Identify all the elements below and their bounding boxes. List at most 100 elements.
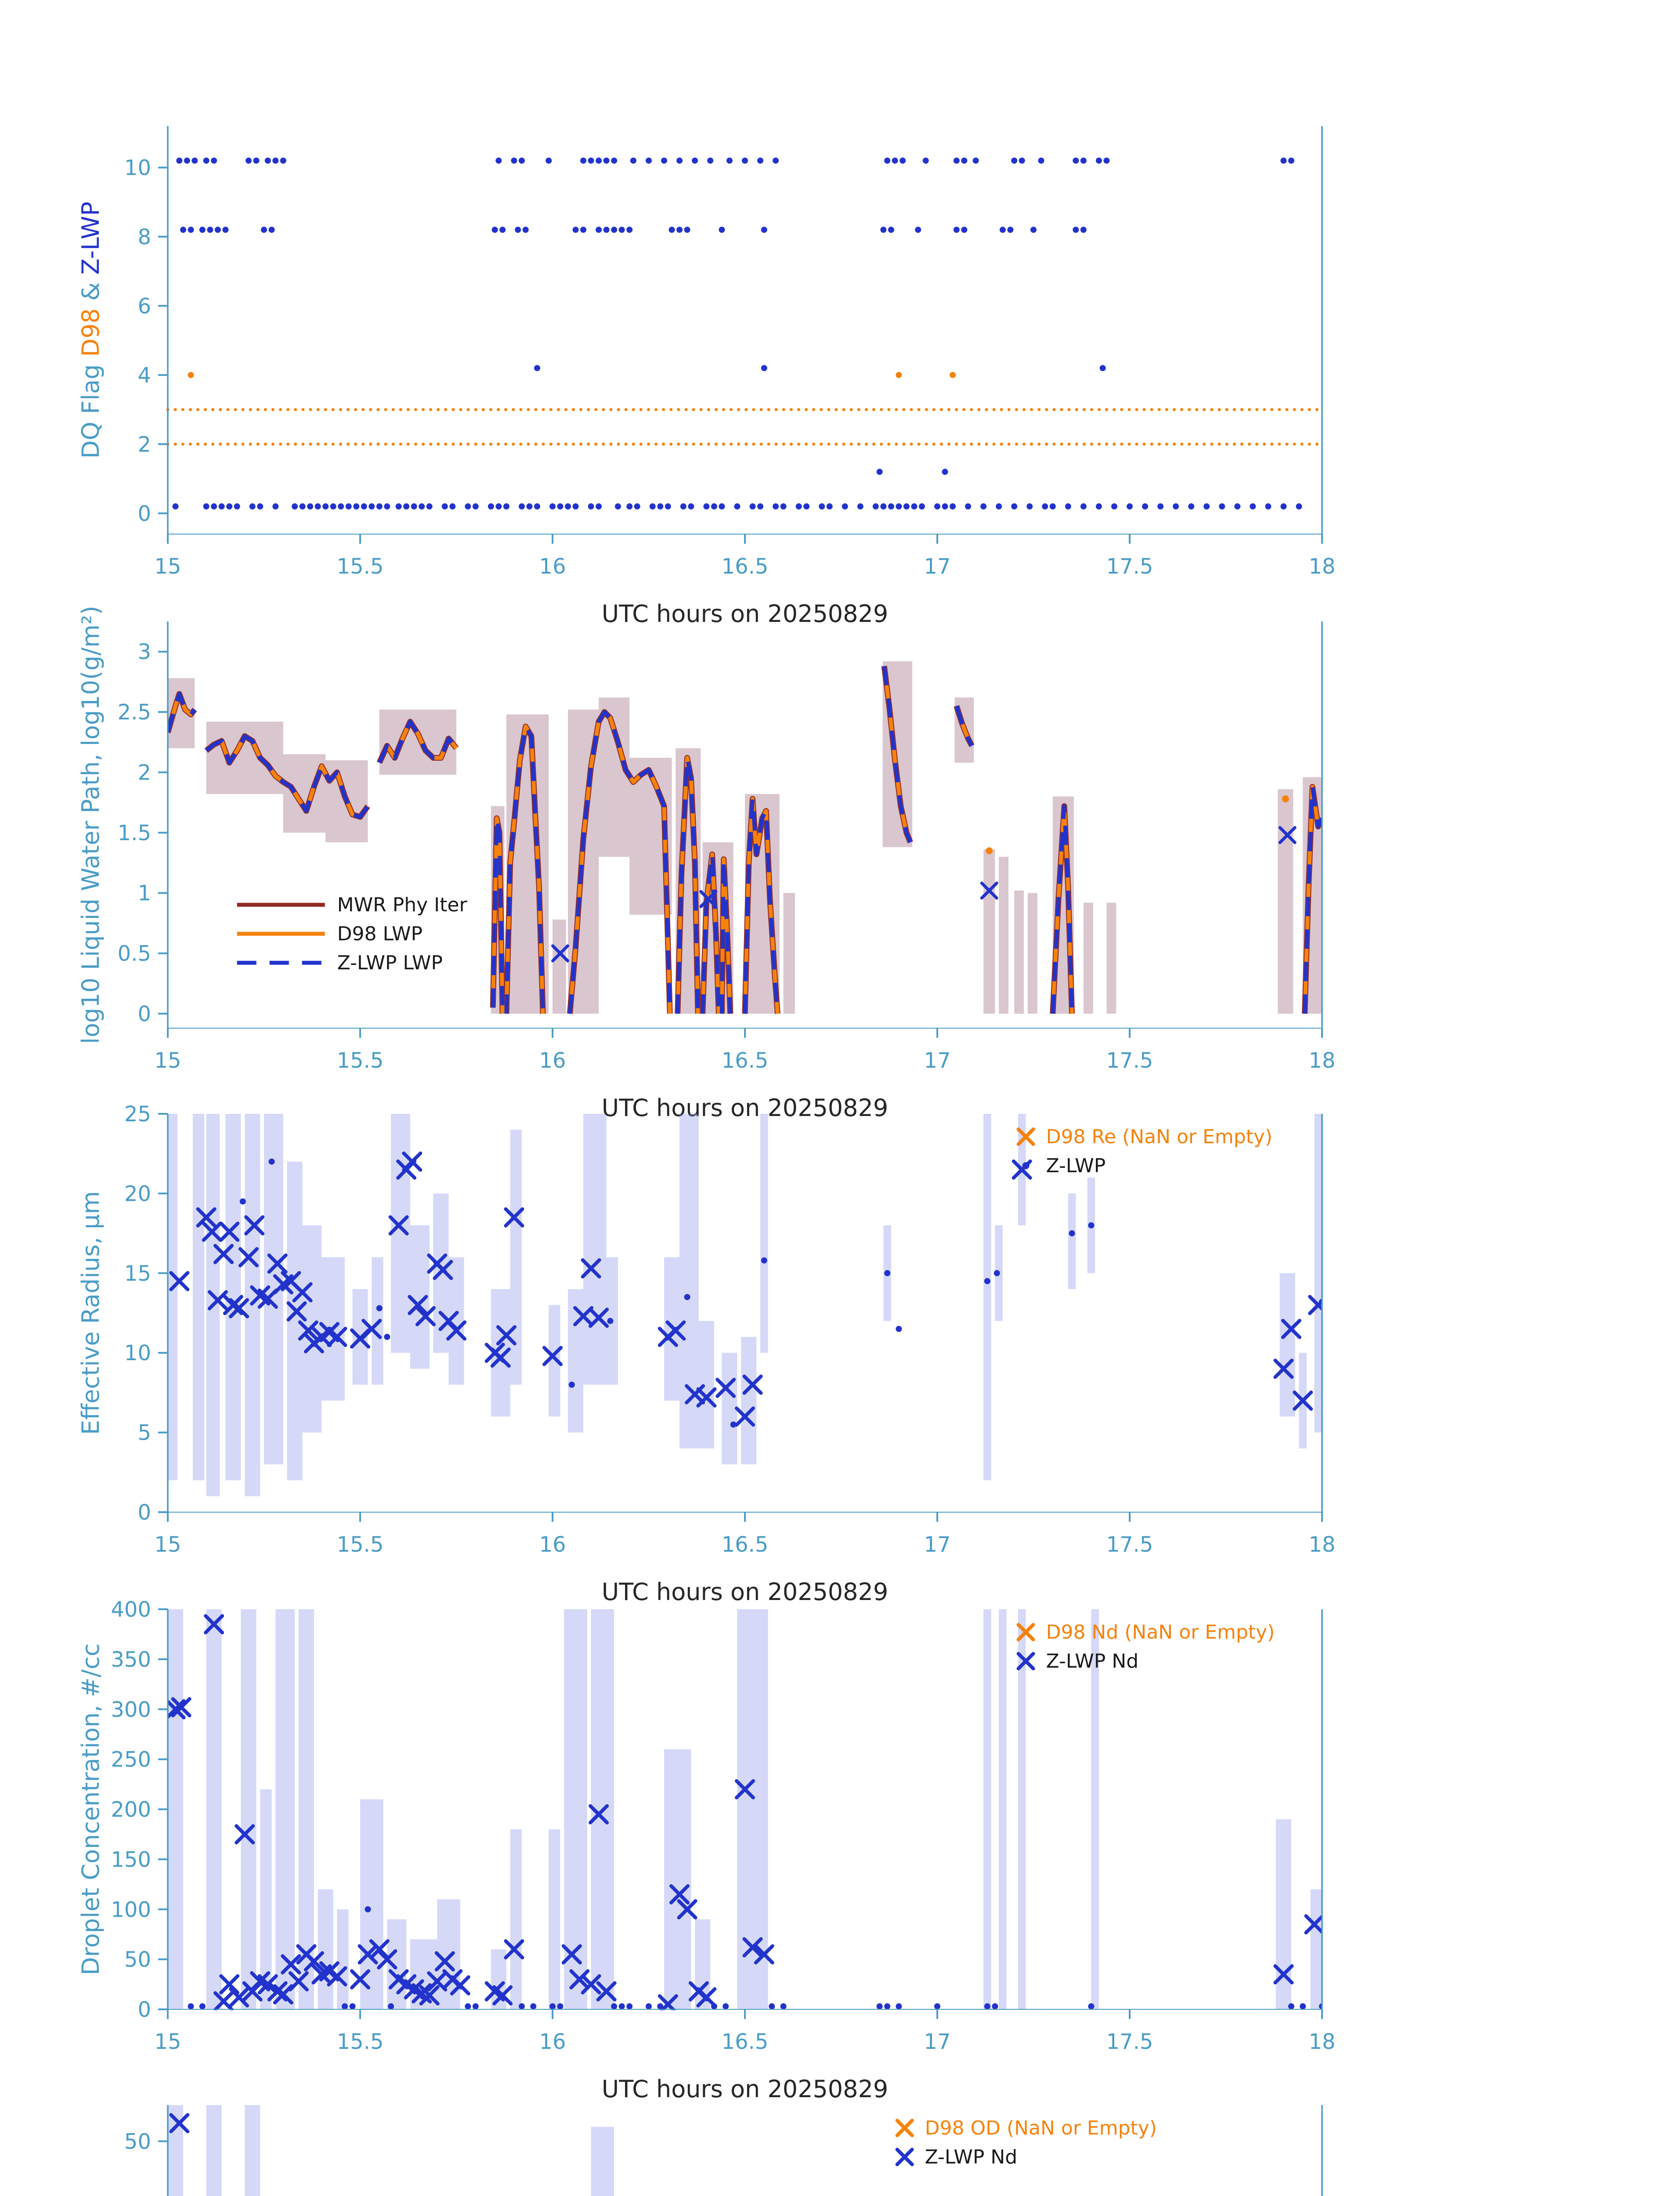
x-tick-label: 17 xyxy=(924,1532,950,1557)
x-tick-label: 16.5 xyxy=(722,2030,769,2054)
legend-label: Z-LWP Nd xyxy=(1046,1650,1139,1672)
legend-label: MWR Phy Iter xyxy=(337,894,468,916)
x-axis-label: UTC hours on 20250829 xyxy=(602,2075,888,2103)
x-tick-label: 17.5 xyxy=(1106,1048,1153,1073)
dq-flag-axes xyxy=(167,126,1323,535)
optical-depth-axes xyxy=(167,2105,1323,2196)
x-tick-label: 16.5 xyxy=(722,554,769,579)
panel-lwp: 15 15.5 16 16.5 17 17.5 18 0 0.5 1 1.5 2 2.5 3 UTC hou… xyxy=(77,606,1336,1122)
scatter-zlwp-nd xyxy=(168,1614,1322,2010)
dq-flag-x-ticks: 15 15.5 16 16.5 17 17.5 18 xyxy=(154,534,1336,579)
legend-label: Z-LWP LWP xyxy=(337,952,443,974)
scatter-d98-dots xyxy=(986,795,1289,855)
y-tick-label: 200 xyxy=(111,1798,151,1822)
x-tick-label: 15.5 xyxy=(337,1048,384,1073)
x-tick-label: 16 xyxy=(539,1532,566,1557)
x-tick-label: 17 xyxy=(924,1048,950,1073)
line-Z-LWP LWP xyxy=(168,666,1322,1014)
x-tick-label: 17.5 xyxy=(1106,1532,1153,1557)
optical-depth-y-ticks: 01020304050 xyxy=(124,2129,168,2154)
droplet-concentration-x-ticks: 15 15.5 16 16.5 17 17.5 18 xyxy=(154,2009,1336,2054)
y-tick-label: 400 xyxy=(111,1597,151,1622)
y-tick-label: 250 xyxy=(111,1748,151,1772)
scatter-flag-0 xyxy=(172,503,1302,510)
y-tick-label: 0 xyxy=(137,1002,151,1026)
lwp-lines xyxy=(168,665,1322,1014)
lwp-y-ticks: 0 0.5 1 1.5 2 2.5 3 xyxy=(118,640,168,1026)
effective-radius-x-ticks: 15 15.5 16 16.5 17 17.5 18 xyxy=(154,1512,1336,1557)
y-tick-label: 100 xyxy=(111,1897,151,1922)
y-tick-label: 150 xyxy=(111,1847,151,1872)
y-tick-label: 4 xyxy=(137,363,151,388)
y-tick-label: 0 xyxy=(137,1997,151,2022)
y-tick-label: 5 xyxy=(137,1421,151,1445)
optical-depth-uncertainty-bands xyxy=(168,2105,614,2196)
x-tick-label: 18 xyxy=(1308,2030,1335,2054)
scatter-flag-1-blue xyxy=(876,469,948,475)
x-tick-label: 16 xyxy=(539,1048,566,1073)
y-tick-label: 300 xyxy=(111,1698,151,1722)
x-tick-label: 15 xyxy=(154,554,181,579)
x-tick-label: 17.5 xyxy=(1106,554,1153,579)
lwp-legend: MWR Phy Iter D98 LWP Z-LWP LWP xyxy=(237,894,468,974)
y-tick-label: 25 xyxy=(124,1102,151,1127)
x-tick-label: 15.5 xyxy=(337,1532,384,1557)
panel-droplet-concentration: 15 15.5 16 16.5 17 17.5 18 0 50 100 150 200 250 300 35… xyxy=(77,1597,1336,2103)
y-tick-label: 3 xyxy=(137,640,151,665)
y-axis-label: DQ Flag D98 & Z-LWP xyxy=(77,202,105,459)
droplet-concentration-uncertainty-bands xyxy=(168,1609,1322,2009)
effective-radius-uncertainty-bands xyxy=(168,1114,1322,1496)
scatter-flag-4-blue xyxy=(534,365,1106,372)
scatter-zlwp-x xyxy=(551,826,1297,963)
x-tick-label: 18 xyxy=(1308,554,1335,579)
scatter-zlwp-od xyxy=(169,2113,190,2134)
y-tick-label: 0.5 xyxy=(118,942,151,966)
legend-label: D98 Re (NaN or Empty) xyxy=(1046,1126,1273,1148)
legend-label: Z-LWP Nd xyxy=(925,2146,1018,2168)
y-tick-label: 50 xyxy=(124,1947,151,1972)
y-axis-label: log10 Liquid Water Path, log10(g/m²) xyxy=(77,606,105,1044)
x-axis-label: UTC hours on 20250829 xyxy=(602,600,888,628)
y-tick-label: 10 xyxy=(124,1341,151,1365)
y-tick-label: 1.5 xyxy=(118,821,151,845)
x-axis-label: UTC hours on 20250829 xyxy=(602,1094,888,1122)
scatter-zlwp-re-dots xyxy=(239,1158,1322,1428)
droplet-concentration-legend: D98 Nd (NaN or Empty) Z-LWP Nd xyxy=(1016,1621,1275,1672)
y-tick-label: 6 xyxy=(137,294,151,318)
y-tick-label: 8 xyxy=(137,225,151,249)
x-tick-label: 16 xyxy=(539,554,566,579)
panel-dq-flag: 15 15.5 16 16.5 17 17.5 18 0 2 4 6 8 10 UTC hours on … xyxy=(77,126,1336,628)
x-tick-label: 15 xyxy=(154,1532,181,1557)
scatter-flag-10 xyxy=(176,157,1294,164)
x-tick-label: 16 xyxy=(539,2030,566,2054)
x-tick-label: 15 xyxy=(154,1048,181,1073)
x-tick-label: 17.5 xyxy=(1106,2030,1153,2054)
x-tick-label: 16.5 xyxy=(722,1048,769,1073)
y-tick-label: 2 xyxy=(137,432,151,457)
legend-label: D98 Nd (NaN or Empty) xyxy=(1046,1621,1275,1643)
x-tick-label: 15 xyxy=(154,2030,181,2054)
y-tick-label: 15 xyxy=(124,1261,151,1286)
x-tick-label: 17 xyxy=(924,2030,950,2054)
optical-depth-legend: D98 OD (NaN or Empty) Z-LWP Nd xyxy=(895,2117,1157,2168)
x-tick-label: 18 xyxy=(1308,1532,1335,1557)
x-axis-label: UTC hours on 20250829 xyxy=(602,1578,888,1606)
panel-effective-radius: 15 15.5 16 16.5 17 17.5 18 0 5 10 15 20 25 UTC hours … xyxy=(77,1102,1336,1606)
effective-radius-legend: D98 Re (NaN or Empty) Z-LWP xyxy=(1016,1126,1273,1177)
scatter-zlwp-nd-dots xyxy=(188,1906,1322,2010)
y-tick-label: 10 xyxy=(124,155,151,180)
x-tick-label: 15.5 xyxy=(337,554,384,579)
x-tick-label: 17 xyxy=(924,554,950,579)
x-tick-label: 16.5 xyxy=(722,1532,769,1557)
y-tick-label: 2 xyxy=(137,760,151,785)
scatter-flag-4-orange xyxy=(188,372,956,378)
y-tick-label: 20 xyxy=(124,1181,151,1206)
y-tick-label: 2.5 xyxy=(118,700,151,725)
dq-flag-y-ticks: 0 2 4 6 8 10 xyxy=(124,155,168,526)
y-axis-label: Droplet Concentration, #/cc xyxy=(77,1643,105,1976)
effective-radius-y-ticks: 0 5 10 15 20 25 xyxy=(124,1102,168,1525)
legend-label: D98 LWP xyxy=(337,923,423,945)
y-tick-label: 0 xyxy=(137,1500,151,1525)
y-tick-label: 0 xyxy=(137,502,151,526)
